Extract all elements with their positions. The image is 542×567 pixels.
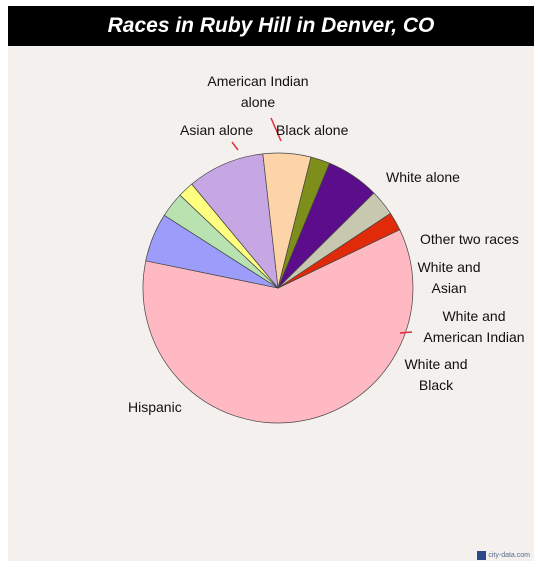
- slice-label-white-and-black: White and Black: [404, 356, 467, 393]
- slice-label-white-alone: White alone: [386, 169, 460, 185]
- chart-title-bar: Races in Ruby Hill in Denver, CO: [8, 6, 534, 46]
- leader-line-white-and-american-indian: [399, 331, 413, 334]
- slice-label-asian-alone: Asian alone: [180, 122, 253, 138]
- pie-slice-hispanic: [142, 229, 414, 424]
- watermark-text: city-data.com: [488, 552, 530, 559]
- slice-label-white-and-american-indian: White and American Indian: [423, 308, 524, 345]
- slice-label-white-and-asian: White and Asian: [417, 259, 480, 296]
- slice-label-hispanic: Hispanic: [128, 399, 182, 415]
- pie-slice-white-alone: [191, 153, 279, 290]
- watermark: city-data.com: [477, 551, 530, 560]
- slice-label-black-alone: Black alone: [276, 122, 349, 138]
- leader-line-asian-alone: [231, 141, 239, 151]
- pie-slice-white-and-black: [277, 212, 401, 289]
- slice-label-other-two-races: Other two races: [420, 231, 519, 247]
- chart-title: Races in Ruby Hill in Denver, CO: [107, 14, 435, 37]
- city-data-logo-icon: [477, 551, 487, 560]
- slice-label-american-indian-alone: American Indian alone: [207, 73, 308, 110]
- leader-line-american-indian-alone: [270, 117, 282, 142]
